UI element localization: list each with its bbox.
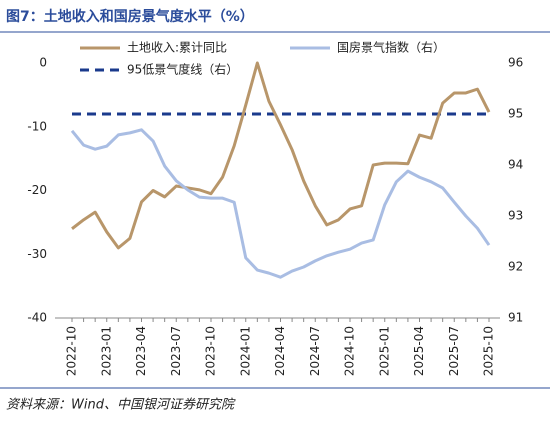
- x-tick-label: 2025-04: [412, 326, 426, 376]
- y-tick-label: -40: [27, 311, 47, 325]
- x-tick-label: 2024-04: [273, 326, 287, 376]
- x-tick-label: 2025-10: [482, 326, 496, 376]
- chart-title: 图7：土地收入和国房景气度水平（%）: [6, 8, 254, 25]
- y2-tick-label: 94: [508, 158, 523, 172]
- y2-tick-label: 95: [508, 107, 523, 121]
- source: 资料来源：Wind、中国银河证券研究院: [6, 397, 236, 413]
- series-line: [70, 128, 491, 279]
- x-tick-label: 2024-07: [308, 326, 322, 376]
- x-tick-label: 2023-07: [169, 326, 183, 376]
- x-tick-label: 2023-01: [99, 326, 113, 376]
- x-tick-label: 2023-10: [204, 326, 218, 376]
- x-tick-label: 2024-10: [343, 326, 357, 376]
- x-tick-label: 2025-01: [377, 326, 391, 376]
- y2-tick-label: 91: [508, 311, 523, 325]
- legend-label: 国房景气指数（右）: [337, 40, 445, 55]
- y2-tick-label: 92: [508, 260, 523, 274]
- series-line: [71, 61, 491, 250]
- x-tick-label: 2023-04: [134, 326, 148, 376]
- y-tick-label: -20: [27, 183, 47, 197]
- y2-tick-label: 93: [508, 209, 523, 223]
- x-tick-label: 2022-10: [65, 326, 79, 376]
- y-tick-label: -30: [27, 247, 47, 261]
- legend-label: 土地收入:累计同比: [127, 41, 227, 55]
- y-tick-label: 0: [39, 56, 47, 70]
- x-tick-label: 2024-01: [238, 326, 252, 376]
- y2-tick-label: 96: [508, 56, 523, 70]
- x-tick-label: 2025-07: [447, 326, 461, 376]
- y-tick-label: -10: [27, 119, 47, 133]
- legend-label: 95低景气度线（右）: [127, 62, 238, 77]
